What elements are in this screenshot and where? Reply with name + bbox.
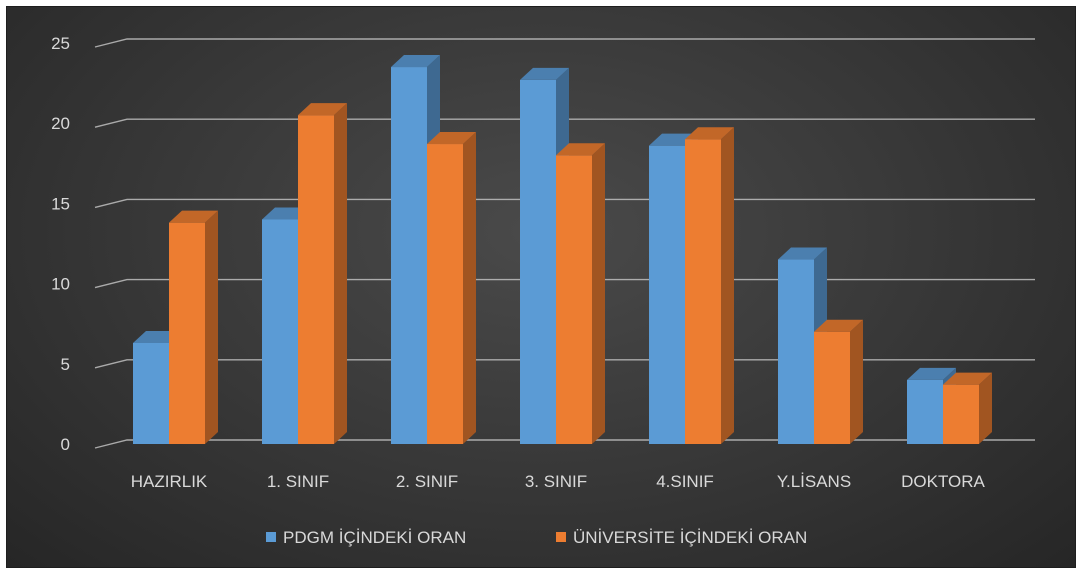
- bar-top: [391, 55, 440, 68]
- bar-side: [463, 132, 476, 444]
- bar-top: [907, 367, 956, 380]
- bar: [943, 372, 992, 444]
- gridline: [94, 439, 1035, 449]
- bar-top: [520, 67, 569, 80]
- bar: [685, 127, 734, 445]
- category-label: 3. SINIF: [525, 472, 587, 491]
- y-tick-label: 10: [51, 275, 70, 294]
- gridline: [94, 38, 1035, 48]
- legend-label-pdgm: PDGM İÇİNDEKİ ORAN: [283, 528, 466, 547]
- bar-front: [391, 67, 427, 444]
- bar-front: [133, 342, 169, 444]
- legend-label-universite: ÜNİVERSİTE İÇİNDEKİ ORAN: [573, 528, 807, 547]
- bar-side: [850, 319, 863, 444]
- y-axis-labels: 0 5 10 15 20 25: [51, 34, 70, 454]
- bar-front: [814, 331, 850, 444]
- category-label: 2. SINIF: [396, 472, 458, 491]
- bar-front: [943, 384, 979, 444]
- bar-top: [943, 372, 992, 385]
- bar-front: [520, 79, 556, 444]
- bar-front: [778, 259, 814, 444]
- bar-side: [205, 210, 218, 444]
- bar-front: [427, 144, 463, 444]
- legend: PDGM İÇİNDEKİ ORAN ÜNİVERSİTE İÇİNDEKİ O…: [266, 528, 807, 547]
- bar-front: [169, 222, 205, 444]
- bar: [427, 132, 476, 444]
- bar-front: [649, 145, 685, 444]
- bar-top: [427, 132, 476, 145]
- bar-top: [556, 143, 605, 156]
- bar-side: [592, 143, 605, 444]
- y-tick-label: 15: [51, 194, 70, 213]
- bar-front: [556, 155, 592, 444]
- bar: [556, 143, 605, 444]
- bar-top: [169, 210, 218, 223]
- bar: [169, 210, 218, 444]
- bar-top: [298, 103, 347, 116]
- bar-side: [334, 103, 347, 445]
- legend-swatch-pdgm: [266, 532, 276, 542]
- bar-front: [685, 139, 721, 445]
- category-label: HAZIRLIK: [131, 472, 208, 491]
- category-label: DOKTORA: [901, 472, 985, 491]
- bar-top: [778, 247, 827, 260]
- bar-top: [814, 319, 863, 332]
- category-label: Y.LİSANS: [777, 472, 851, 491]
- bar-front: [262, 219, 298, 444]
- gridline: [94, 118, 1035, 128]
- bar: [298, 103, 347, 445]
- category-label: 1. SINIF: [267, 472, 329, 491]
- bar: [814, 319, 863, 444]
- bar-front: [298, 115, 334, 445]
- category-labels: HAZIRLIK 1. SINIF 2. SINIF 3. SINIF 4.SINIF Y…: [131, 472, 986, 491]
- y-tick-label: 0: [61, 435, 70, 454]
- bar-side: [721, 127, 734, 445]
- bar-side: [979, 372, 992, 444]
- bars: [133, 55, 992, 445]
- bar-front: [907, 379, 943, 444]
- bar-top: [685, 127, 734, 140]
- category-label: 4.SINIF: [656, 472, 714, 491]
- y-tick-label: 20: [51, 114, 70, 133]
- y-tick-label: 25: [51, 34, 70, 53]
- legend-swatch-universite: [556, 532, 566, 542]
- y-tick-label: 5: [61, 355, 70, 374]
